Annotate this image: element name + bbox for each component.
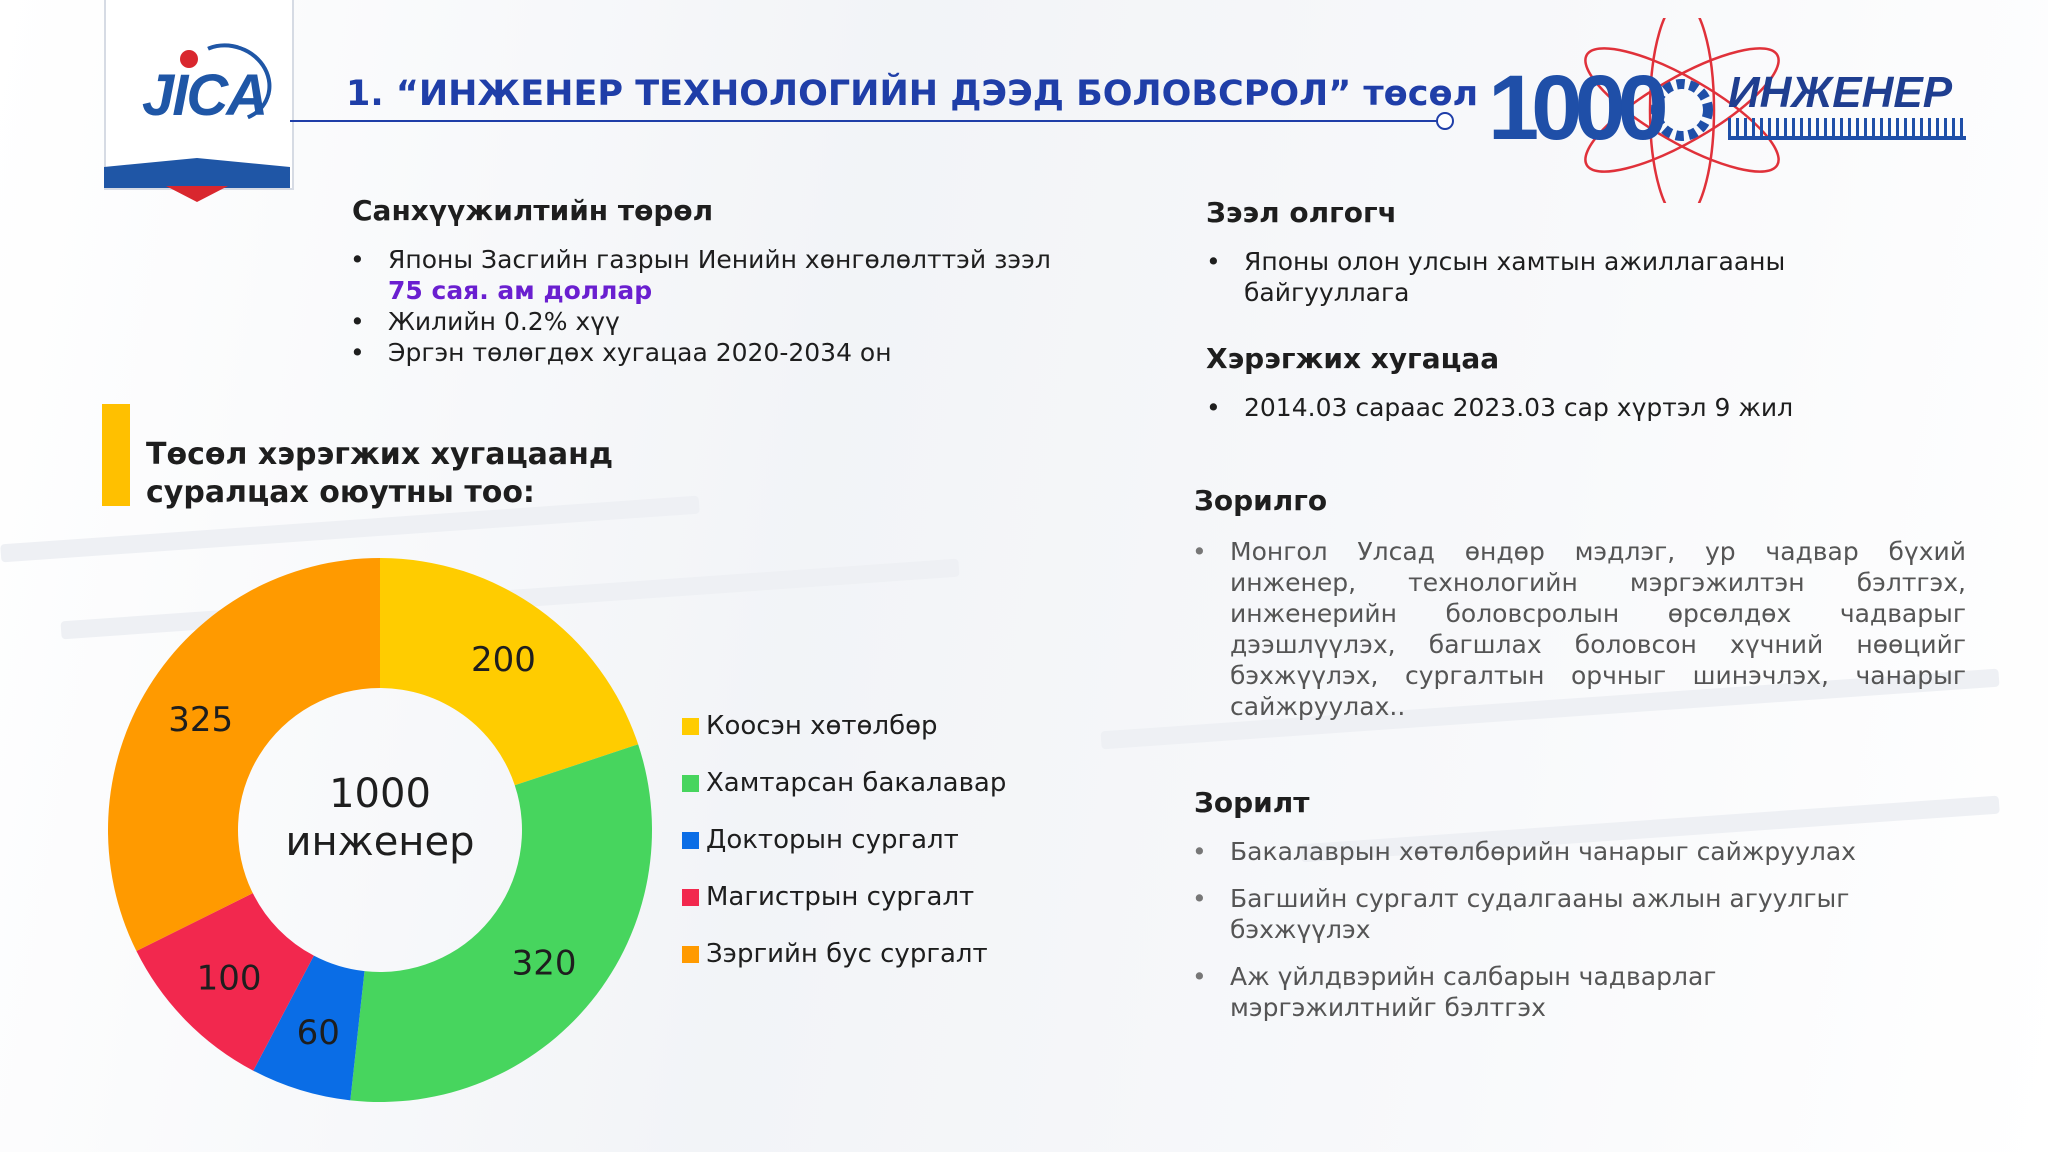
donut-slice [253, 955, 365, 1101]
legend-label: Зэргийн бус сургалт [706, 939, 988, 969]
data-label: 320 [512, 944, 577, 984]
atom-icon [1584, 18, 1780, 203]
legend-swatch [682, 832, 699, 849]
chart-title: Төсөл хэрэгжих хугацаанд суралцах оюутны… [146, 437, 614, 510]
legend-swatch [682, 946, 699, 963]
list-item: Жилийн 0.2% хүү [350, 306, 1090, 337]
jica-logo: JICA [104, 0, 294, 202]
funding-item-interest: Жилийн 0.2% хүү [388, 307, 620, 336]
objective-item-1: Бакалаврын хөтөлбөрийн чанарыг сайжруула… [1230, 837, 1856, 866]
logo-word: ИНЖЕНЕР [1728, 68, 1953, 117]
list-item: Эргэн төлөгдөх хугацаа 2020-2034 он [350, 337, 1090, 368]
list-item: Бакалаврын хөтөлбөрийн чанарыг сайжруула… [1192, 836, 1892, 867]
donut-slice [107, 558, 380, 952]
legend-label: Коосэн хөтөлбөр [706, 711, 938, 741]
legend-swatch [682, 889, 699, 906]
duration-list: 2014.03 сараас 2023.03 сар хүртэл 9 жил [1206, 392, 1946, 423]
chart-legend: Коосэн хөтөлбөр Хамтарсан бакалавар Доктор… [682, 706, 1006, 991]
funding-list: Японы Засгийн газрын Иенийн хөнгөлөлттэй… [350, 244, 1090, 368]
jica-logo-text: JICA [142, 63, 268, 128]
legend-label: Докторын сургалт [706, 825, 959, 855]
data-label: 60 [297, 1013, 340, 1053]
objective-item-2: Багшийн сургалт судалгааны ажлын агуулгы… [1230, 884, 1850, 944]
donut-slice [136, 893, 314, 1071]
center-label-number: 1000 [329, 771, 431, 817]
funding-amount: 75 сая. ам доллар [388, 276, 653, 305]
lender-item: Японы олон улсын хамтын ажиллагааны байг… [1244, 247, 1786, 307]
legend-label: Магистрын сургалт [706, 882, 975, 912]
legend-swatch [682, 718, 699, 735]
legend-item: Коосэн хөтөлбөр [682, 706, 1006, 763]
goal-list: Монгол Улсад өндөр мэдлэг, ур чадвар бүх… [1192, 536, 1966, 722]
duration-heading: Хэрэгжих хугацаа [1206, 342, 1500, 375]
list-item: Японы Засгийн газрын Иенийн хөнгөлөлттэй… [350, 244, 1090, 306]
legend-item: Зэргийн бус сургалт [682, 934, 1006, 991]
page-title: 1. “ИНЖЕНЕР ТЕХНОЛОГИЙН ДЭЭД БОЛОВСРОЛ” … [346, 74, 1479, 114]
objective-item-3: Аж үйлдвэрийн салбарын чадварлаг мэргэжи… [1230, 962, 1717, 1022]
logo-ruler [1728, 118, 1966, 138]
data-label: 200 [471, 640, 536, 680]
lender-heading: Зээл олгогч [1206, 196, 1397, 229]
duration-item: 2014.03 сараас 2023.03 сар хүртэл 9 жил [1244, 393, 1794, 422]
funding-heading: Санхүүжилтийн төрөл [352, 194, 714, 227]
legend-label: Хамтарсан бакалавар [706, 768, 1007, 798]
list-item: Японы олон улсын хамтын ажиллагааны байг… [1206, 246, 1826, 308]
center-label-word: инженер [286, 819, 475, 865]
list-item: Багшийн сургалт судалгааны ажлын агуулгы… [1192, 883, 1892, 945]
goal-item: Монгол Улсад өндөр мэдлэг, ур чадвар бүх… [1230, 537, 1966, 721]
funding-item-loan: Японы Засгийн газрын Иенийн хөнгөлөлттэй… [388, 245, 1051, 274]
logo-ruler-base [1728, 136, 1966, 140]
chart-title-accent [102, 404, 130, 506]
legend-item: Магистрын сургалт [682, 877, 1006, 934]
funding-item-period: Эргэн төлөгдөх хугацаа 2020-2034 он [388, 338, 892, 367]
title-underline-dot [1436, 112, 1454, 130]
legend-item: Хамтарсан бакалавар [682, 763, 1006, 820]
list-item: Монгол Улсад өндөр мэдлэг, ур чадвар бүх… [1192, 536, 1966, 722]
list-item: 2014.03 сараас 2023.03 сар хүртэл 9 жил [1206, 392, 1946, 423]
donut-slice [350, 744, 652, 1102]
donut-slice [380, 558, 639, 786]
legend-swatch [682, 775, 699, 792]
list-item: Аж үйлдвэрийн салбарын чадварлаг мэргэжи… [1192, 961, 1892, 1023]
data-label: 100 [197, 958, 262, 998]
lender-list: Японы олон улсын хамтын ажиллагааны байг… [1206, 246, 1826, 308]
donut-chart: 200 320 60 100 325 1000 инженер [107, 558, 652, 1102]
objective-list: Бакалаврын хөтөлбөрийн чанарыг сайжруула… [1192, 836, 1892, 1023]
logo-number: 1000 [1488, 57, 1669, 159]
legend-item: Докторын сургалт [682, 820, 1006, 877]
objective-heading: Зорилт [1194, 786, 1310, 819]
engineer-1000-logo: 1000 ИНЖЕНЕР [1482, 18, 1982, 203]
goal-heading: Зорилго [1194, 484, 1328, 517]
title-underline [290, 120, 1440, 122]
data-label: 325 [168, 700, 233, 740]
